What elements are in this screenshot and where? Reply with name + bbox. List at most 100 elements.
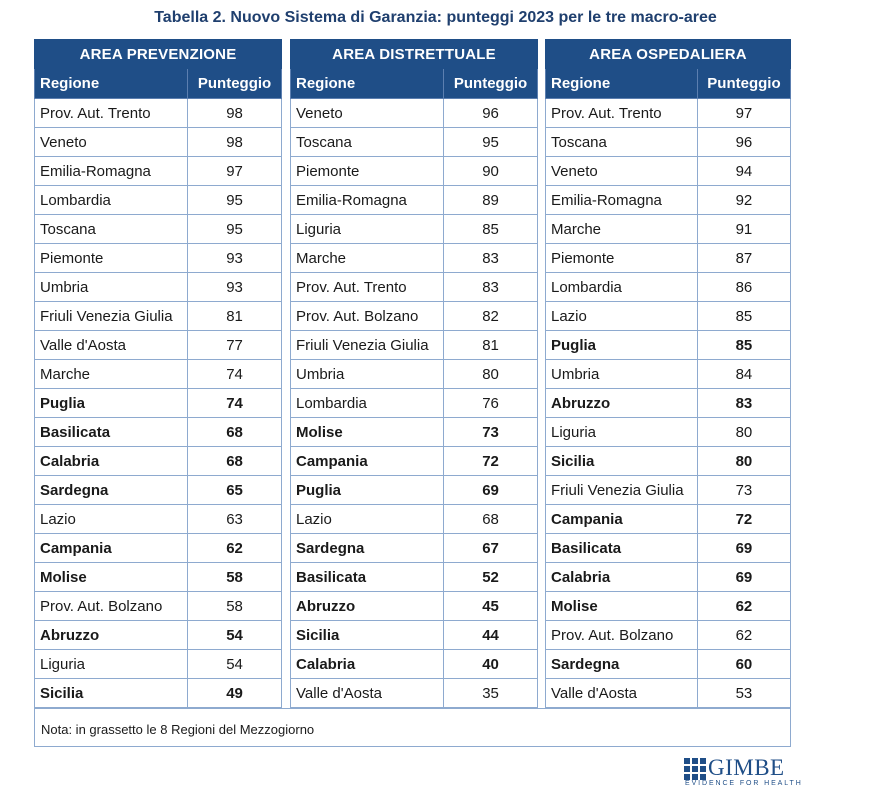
region-cell: Lombardia [289,388,445,418]
score-cell: 91 [696,214,792,244]
table-row: Campania 72 [545,504,792,534]
score-cell: 95 [187,185,282,215]
region-cell: Umbria [545,359,698,389]
region-cell: Puglia [289,475,445,505]
score-cell: 92 [696,185,792,215]
column-header-region: Regione [545,68,698,99]
score-cell: 58 [187,562,282,592]
table-row: Basilicata 68 [33,417,282,447]
region-cell: Emilia-Romagna [289,185,445,215]
score-cell: 95 [443,127,538,157]
score-cell: 80 [443,359,538,389]
region-cell: Umbria [289,359,445,389]
score-cell: 72 [696,504,792,534]
score-cell: 49 [187,678,282,708]
table-row: Sicilia 44 [289,620,538,650]
region-cell: Liguria [289,214,445,244]
region-cell: Toscana [289,127,445,157]
area-title: AREA PREVENZIONE [34,39,282,69]
table-row: Friuli Venezia Giulia 73 [545,475,792,505]
table-row: Lombardia 76 [289,388,538,418]
region-cell: Campania [289,446,445,476]
table-row: Emilia-Romagna 92 [545,185,792,215]
region-cell: Sicilia [33,678,189,708]
table-row: Piemonte 93 [33,243,282,273]
table-row: Campania 72 [289,446,538,476]
region-cell: Lombardia [33,185,189,215]
table-row: Veneto 96 [289,98,538,128]
score-cell: 87 [696,243,792,273]
table-row: Prov. Aut. Trento 98 [33,98,282,128]
table-row: Calabria 40 [289,649,538,679]
table-row: Abruzzo 83 [545,388,792,418]
region-cell: Molise [33,562,189,592]
region-cell: Valle d'Aosta [545,678,698,708]
table-row: Prov. Aut. Trento 97 [545,98,792,128]
region-cell: Toscana [33,214,189,244]
region-cell: Prov. Aut. Bolzano [33,591,189,621]
table-row: Prov. Aut. Bolzano 58 [33,591,282,621]
score-cell: 68 [443,504,538,534]
score-cell: 35 [443,678,538,708]
score-cell: 54 [187,649,282,679]
table-row: Toscana 96 [545,127,792,157]
score-cell: 96 [443,98,538,128]
table-row: Veneto 94 [545,156,792,186]
table-row: Liguria 80 [545,417,792,447]
region-cell: Sardegna [545,649,698,679]
region-cell: Marche [33,359,189,389]
table-row: Lombardia 95 [33,185,282,215]
table-row: Molise 58 [33,562,282,592]
score-cell: 73 [696,475,792,505]
table-row: Lombardia 86 [545,272,792,302]
score-cell: 54 [187,620,282,650]
region-cell: Liguria [545,417,698,447]
region-cell: Liguria [33,649,189,679]
table-row: Puglia 69 [289,475,538,505]
region-cell: Piemonte [289,156,445,186]
region-cell: Marche [545,214,698,244]
area-title: AREA DISTRETTUALE [290,39,538,69]
score-cell: 52 [443,562,538,592]
region-cell: Basilicata [33,417,189,447]
table-row: Calabria 68 [33,446,282,476]
region-cell: Sardegna [289,533,445,563]
table-row: Emilia-Romagna 97 [33,156,282,186]
score-cell: 93 [187,243,282,273]
region-cell: Prov. Aut. Bolzano [289,301,445,331]
table-row: Marche 91 [545,214,792,244]
table-row: Calabria 69 [545,562,792,592]
score-cell: 40 [443,649,538,679]
column-header-score: Punteggio [443,68,538,99]
region-cell: Molise [545,591,698,621]
table-row: Basilicata 52 [289,562,538,592]
column-header-region: Regione [289,68,445,99]
score-cell: 97 [187,156,282,186]
score-cell: 77 [187,330,282,360]
score-cell: 76 [443,388,538,418]
table-row: Prov. Aut. Bolzano 82 [289,301,538,331]
table-row: Abruzzo 45 [289,591,538,621]
table-row: Sicilia 80 [545,446,792,476]
region-cell: Abruzzo [545,388,698,418]
table-row: Emilia-Romagna 89 [289,185,538,215]
table-row: Friuli Venezia Giulia 81 [33,301,282,331]
region-cell: Prov. Aut. Trento [33,98,189,128]
table-row: Lazio 85 [545,301,792,331]
table-row: Toscana 95 [33,214,282,244]
region-cell: Lazio [33,504,189,534]
table-row: Molise 73 [289,417,538,447]
score-cell: 85 [443,214,538,244]
score-cell: 44 [443,620,538,650]
score-cell: 96 [696,127,792,157]
score-cell: 93 [187,272,282,302]
region-cell: Veneto [289,98,445,128]
score-cell: 95 [187,214,282,244]
table-row: Abruzzo 54 [33,620,282,650]
score-cell: 65 [187,475,282,505]
region-cell: Friuli Venezia Giulia [289,330,445,360]
table-row: Toscana 95 [289,127,538,157]
table-row: Lazio 68 [289,504,538,534]
region-cell: Friuli Venezia Giulia [545,475,698,505]
score-cell: 82 [443,301,538,331]
